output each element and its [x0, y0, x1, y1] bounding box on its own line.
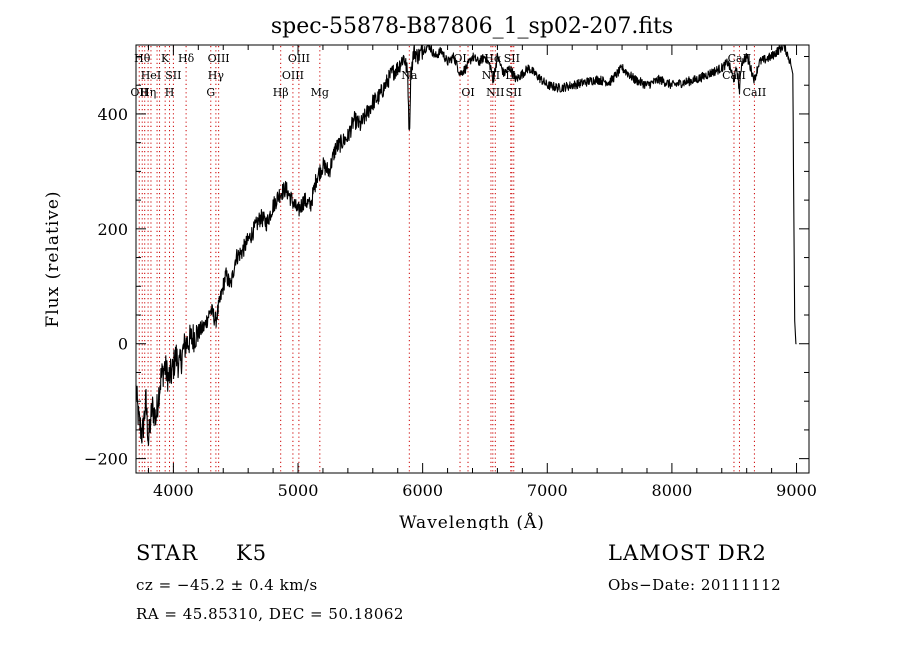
line-marker-label-1: Hθ: [134, 52, 151, 65]
object-subclass: K5: [236, 541, 268, 565]
y-tick-label-1: 0: [118, 335, 128, 354]
x-tick-label-2: 6000: [402, 481, 443, 500]
line-marker-label-15: OIII: [282, 69, 304, 82]
y-axis-ticks: −200 0 200 400: [84, 55, 809, 469]
y-tick-label-0: −200: [84, 450, 128, 469]
line-marker-labels: OIIHθHHηHeIKHSIIHδGHγOIIIHβOIIIOIIIMgNaO…: [130, 52, 766, 99]
spectrum-series-line: [135, 44, 797, 446]
redshift-cz: cz = −45.2 ± 0.4 km/s: [136, 576, 318, 594]
line-marker-label-16: OIII: [288, 52, 310, 65]
coordinates: RA = 45.85310, DEC = 50.18062: [136, 605, 404, 623]
line-marker-label-24: Li: [505, 69, 516, 82]
line-marker-label-0: OII: [130, 86, 148, 99]
line-marker-label-2: H: [140, 86, 150, 99]
line-marker-label-12: Hγ: [208, 69, 225, 82]
line-marker-label-4: HeI: [141, 69, 161, 82]
x-axis-ticks: 4000 5000 6000 7000 8000 9000: [147, 45, 817, 500]
line-marker-label-23: NII: [486, 86, 504, 99]
y-axis-label: Flux (relative): [43, 190, 63, 327]
line-marker-label-21: NII: [482, 69, 500, 82]
line-marker-label-17: Mg: [311, 86, 329, 99]
chart-title: spec-55878-B87806_1_sp02-207.fits: [271, 14, 673, 39]
line-marker-label-20: OI: [461, 86, 474, 99]
line-marker-label-13: OIII: [208, 52, 230, 65]
line-marker-label-10: Hδ: [178, 52, 195, 65]
x-tick-label-4: 8000: [652, 481, 693, 500]
survey-name: LAMOST DR2: [608, 541, 767, 565]
line-marker-label-7: K: [161, 52, 170, 65]
line-marker-label-11: G: [206, 86, 215, 99]
line-marker-label-3: Hη: [140, 86, 156, 99]
line-marker-label-9: SII: [165, 69, 181, 82]
x-tick-label-0: 4000: [153, 481, 194, 500]
line-marker-label-8: H: [165, 86, 175, 99]
line-marker-label-29: CaII: [743, 86, 767, 99]
x-axis-label: Wavelength (Å): [399, 512, 545, 530]
observation-date: Obs−Date: 20111112: [608, 576, 782, 594]
y-tick-label-2: 200: [97, 220, 128, 239]
spectrum-chart: spec-55878-B87806_1_sp02-207.fits OII Hθ H…: [43, 14, 817, 533]
object-class: STAR: [136, 541, 199, 565]
line-marker-label-14: Hβ: [273, 86, 289, 99]
line-marker-label-25: SII: [504, 52, 520, 65]
x-tick-label-5: 9000: [776, 481, 817, 500]
x-tick-label-3: 7000: [527, 481, 568, 500]
line-marker-label-18: Na: [401, 69, 418, 82]
line-markers: [138, 46, 755, 472]
x-tick-label-1: 5000: [278, 481, 319, 500]
y-tick-label-3: 400: [97, 105, 128, 124]
line-marker-label-26: SII: [506, 86, 522, 99]
